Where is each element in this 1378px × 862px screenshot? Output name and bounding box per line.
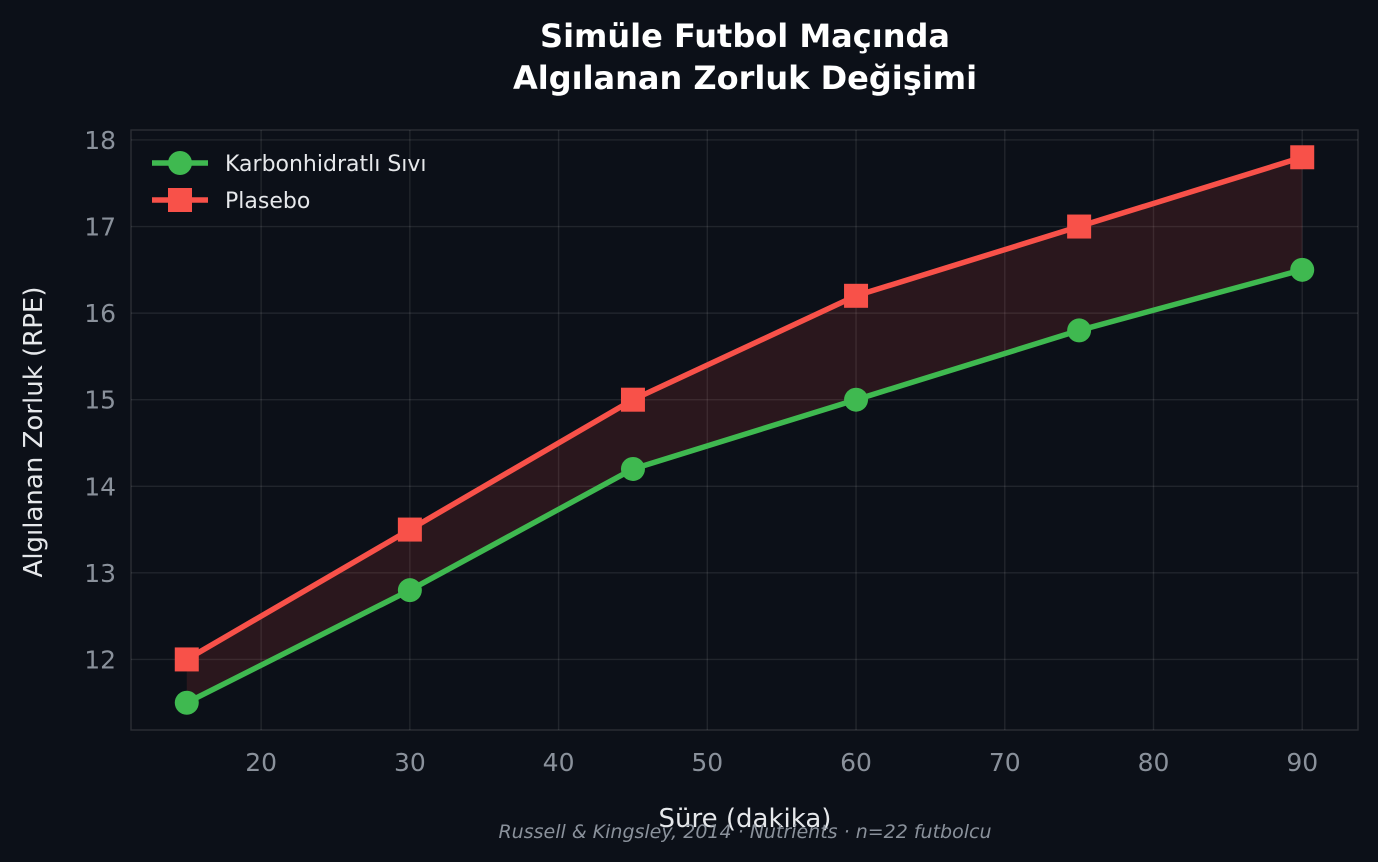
- x-tick-label: 50: [691, 748, 723, 777]
- legend: Karbonhidratlı Sıvı Plasebo: [152, 151, 427, 214]
- karbonhidrat-point: [1067, 318, 1092, 343]
- chart-title-line-1: Simüle Futbol Maçında: [540, 17, 950, 55]
- legend-marker-square: [168, 188, 192, 212]
- x-tick-label: 90: [1286, 748, 1318, 777]
- fill-between-band: [186, 157, 1303, 703]
- y-tick-label: 13: [84, 559, 116, 588]
- data-points: [174, 145, 1315, 715]
- x-tick-label: 20: [245, 748, 277, 777]
- karbonhidrat-point: [844, 387, 869, 412]
- series-lines: [184, 154, 1305, 706]
- plasebo-point: [620, 387, 645, 412]
- grid-lines: [131, 130, 1358, 730]
- series-line-0: [184, 267, 1305, 706]
- plasebo-point: [1290, 145, 1315, 170]
- x-tick-label: 70: [989, 748, 1021, 777]
- plasebo-point: [397, 517, 422, 542]
- y-tick-label: 16: [84, 299, 116, 328]
- y-tick-label: 17: [84, 213, 116, 242]
- karbonhidrat-point: [1290, 257, 1315, 282]
- x-axis-label: Süre (dakika): [659, 804, 832, 834]
- karbonhidrat-point: [620, 456, 645, 481]
- tick-labels: 20 30 40 50 60 70 80 90 12 13 14 15 16 17 18: [84, 126, 1318, 777]
- plasebo-point: [174, 647, 199, 672]
- plasebo-point: [1067, 214, 1092, 239]
- x-tick-label: 60: [840, 748, 872, 777]
- difference-band: [186, 157, 1303, 703]
- y-tick-label: 12: [84, 645, 116, 674]
- plot-frame: [130, 129, 1359, 731]
- legend-label-1: Plasebo: [225, 189, 310, 214]
- y-tick-label: 14: [84, 472, 116, 501]
- y-axis-label: Algılanan Zorluk (RPE): [19, 287, 49, 578]
- series-line-1: [184, 154, 1305, 663]
- x-tick-label: 40: [543, 748, 575, 777]
- y-tick-label: 18: [84, 126, 116, 155]
- karbonhidrat-point: [397, 578, 422, 603]
- x-tick-label: 80: [1138, 748, 1170, 777]
- legend-marker-circle: [168, 151, 192, 175]
- source-note: Russell & Kingsley, 2014 · Nutrients · n…: [498, 821, 991, 843]
- y-tick-label: 15: [84, 386, 116, 415]
- x-tick-label: 30: [394, 748, 426, 777]
- chart-title-line-2: Algılanan Zorluk Değişimi: [513, 59, 977, 97]
- legend-label-0: Karbonhidratlı Sıvı: [225, 152, 427, 177]
- karbonhidrat-point: [174, 690, 199, 715]
- plasebo-point: [844, 283, 869, 308]
